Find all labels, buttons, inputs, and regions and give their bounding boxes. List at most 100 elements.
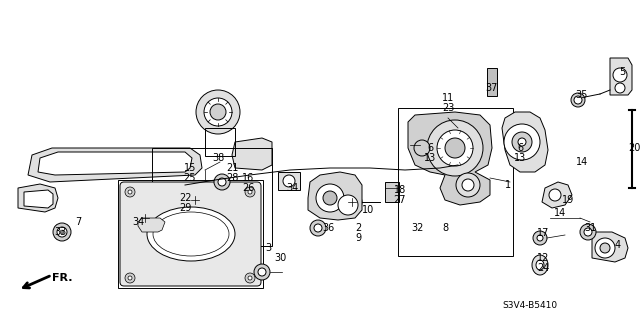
- Circle shape: [571, 93, 585, 107]
- Polygon shape: [592, 225, 628, 262]
- Bar: [278, 172, 300, 190]
- Circle shape: [537, 235, 543, 241]
- Polygon shape: [610, 58, 632, 95]
- Text: 20: 20: [628, 143, 640, 153]
- Circle shape: [584, 228, 592, 236]
- Text: 27: 27: [394, 195, 406, 205]
- Bar: [152, 148, 272, 246]
- Text: 34: 34: [132, 217, 144, 227]
- Text: 38: 38: [212, 153, 224, 163]
- Bar: [487, 68, 497, 96]
- Polygon shape: [24, 190, 53, 208]
- Polygon shape: [232, 138, 272, 170]
- Text: 8: 8: [442, 223, 448, 233]
- Circle shape: [504, 124, 540, 160]
- Text: 17: 17: [537, 228, 549, 238]
- Circle shape: [245, 187, 255, 197]
- Text: S3V4-B5410: S3V4-B5410: [502, 300, 557, 309]
- Text: 31: 31: [584, 223, 596, 233]
- Ellipse shape: [532, 255, 548, 275]
- Circle shape: [437, 130, 473, 166]
- Text: 37: 37: [486, 83, 498, 93]
- Polygon shape: [308, 172, 362, 220]
- Text: 19: 19: [562, 195, 574, 205]
- Circle shape: [283, 175, 295, 187]
- Circle shape: [258, 268, 266, 276]
- Text: 14: 14: [554, 208, 566, 218]
- Text: 2: 2: [355, 223, 361, 233]
- Text: 28: 28: [226, 173, 238, 183]
- Circle shape: [125, 273, 135, 283]
- Text: 10: 10: [362, 205, 374, 215]
- Polygon shape: [138, 218, 165, 232]
- Text: 36: 36: [322, 223, 334, 233]
- Circle shape: [600, 243, 610, 253]
- Text: 15: 15: [184, 163, 196, 173]
- Text: 7: 7: [75, 217, 81, 227]
- Circle shape: [128, 276, 132, 280]
- Polygon shape: [18, 184, 58, 212]
- Circle shape: [60, 230, 64, 234]
- Circle shape: [512, 132, 532, 152]
- Circle shape: [549, 189, 561, 201]
- FancyBboxPatch shape: [120, 182, 261, 286]
- Polygon shape: [542, 182, 572, 208]
- Circle shape: [141, 214, 149, 222]
- Text: 33: 33: [54, 227, 66, 237]
- Circle shape: [187, 192, 203, 208]
- Circle shape: [323, 191, 337, 205]
- Circle shape: [445, 138, 465, 158]
- Text: 18: 18: [394, 185, 406, 195]
- Bar: [398, 108, 513, 256]
- Circle shape: [462, 179, 474, 191]
- Circle shape: [214, 174, 230, 190]
- Text: 24: 24: [537, 263, 549, 273]
- Circle shape: [248, 190, 252, 194]
- Polygon shape: [38, 152, 192, 175]
- Text: 26: 26: [242, 183, 254, 193]
- Text: 13: 13: [514, 153, 526, 163]
- Circle shape: [574, 96, 582, 104]
- Text: 6: 6: [427, 143, 433, 153]
- Text: 1: 1: [505, 180, 511, 190]
- Text: 4: 4: [615, 240, 621, 250]
- Ellipse shape: [536, 260, 544, 270]
- Circle shape: [580, 224, 596, 240]
- Text: 6: 6: [517, 143, 523, 153]
- Circle shape: [518, 138, 526, 146]
- Circle shape: [137, 210, 153, 226]
- Bar: [118, 180, 263, 288]
- Circle shape: [456, 173, 480, 197]
- Text: 11: 11: [442, 93, 454, 103]
- Circle shape: [128, 190, 132, 194]
- Text: 21: 21: [226, 163, 238, 173]
- Ellipse shape: [147, 207, 235, 261]
- Text: 12: 12: [537, 253, 549, 263]
- Circle shape: [595, 238, 615, 258]
- Circle shape: [204, 98, 232, 126]
- Circle shape: [191, 196, 199, 204]
- Polygon shape: [28, 148, 202, 182]
- Circle shape: [245, 273, 255, 283]
- Circle shape: [615, 83, 625, 93]
- Text: 23: 23: [442, 103, 454, 113]
- Circle shape: [57, 227, 67, 237]
- Circle shape: [310, 220, 326, 236]
- Circle shape: [427, 120, 483, 176]
- Text: 5: 5: [619, 67, 625, 77]
- Circle shape: [316, 184, 344, 212]
- Bar: [385, 182, 399, 202]
- Text: 25: 25: [184, 173, 196, 183]
- Circle shape: [314, 224, 322, 232]
- Text: 13: 13: [424, 153, 436, 163]
- Circle shape: [414, 140, 430, 156]
- Circle shape: [125, 187, 135, 197]
- Circle shape: [342, 192, 362, 212]
- Bar: [205, 128, 235, 156]
- Text: 16: 16: [242, 173, 254, 183]
- Circle shape: [347, 197, 357, 207]
- Circle shape: [254, 264, 270, 280]
- Text: 14: 14: [576, 157, 588, 167]
- Text: 29: 29: [179, 203, 191, 213]
- Circle shape: [53, 223, 71, 241]
